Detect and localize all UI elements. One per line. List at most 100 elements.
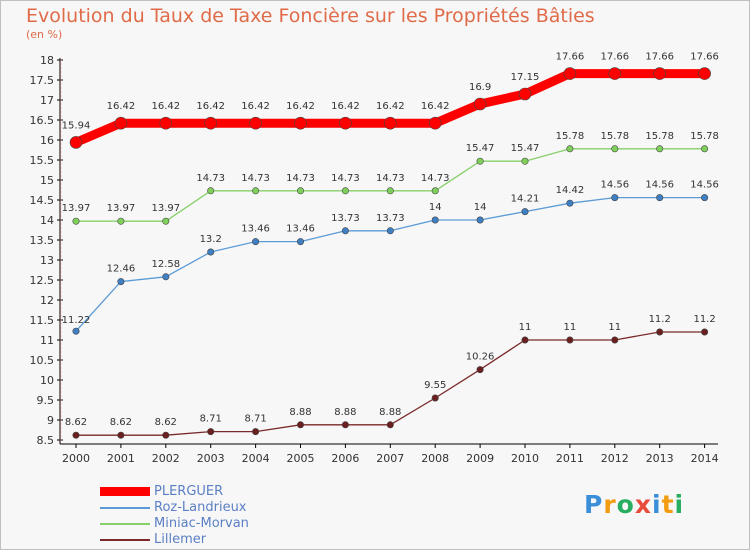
data-label-miniac-morvan: 14.73 — [331, 173, 360, 184]
data-label-roz-landrieux: 14.56 — [645, 180, 674, 191]
data-point-miniac-morvan — [72, 217, 80, 225]
x-tick-label: 2000 — [62, 452, 90, 465]
data-label-lillemer: 8.88 — [334, 407, 356, 418]
data-point-plerguer — [608, 67, 622, 80]
logo-letter: t — [661, 490, 675, 519]
logo-letter: i — [652, 490, 662, 519]
data-label-miniac-morvan: 14.73 — [421, 173, 450, 184]
data-label-plerguer: 17.66 — [645, 52, 674, 63]
data-point-roz-landrieux — [611, 194, 619, 202]
data-point-lillemer — [611, 336, 619, 344]
data-label-lillemer: 8.62 — [110, 417, 132, 428]
data-point-miniac-morvan — [386, 187, 394, 195]
data-label-miniac-morvan: 15.78 — [556, 131, 585, 142]
x-tick-label: 2011 — [556, 452, 584, 465]
data-label-plerguer: 16.42 — [331, 101, 360, 112]
legend-swatch — [100, 487, 150, 496]
data-point-lillemer — [341, 421, 349, 429]
y-tick-label: 16.5 — [30, 114, 55, 127]
data-point-plerguer — [339, 116, 352, 130]
data-point-miniac-morvan — [476, 157, 484, 165]
data-label-plerguer: 16.42 — [241, 101, 270, 112]
legend-swatch — [100, 539, 150, 541]
data-point-roz-landrieux — [656, 194, 664, 202]
data-label-miniac-morvan: 13.97 — [151, 203, 180, 214]
y-tick-label: 9 — [47, 414, 54, 427]
data-point-lillemer — [521, 336, 529, 344]
y-tick-label: 16 — [40, 134, 54, 147]
data-label-roz-landrieux: 13.46 — [241, 224, 270, 235]
x-tick-label: 2013 — [646, 452, 674, 465]
logo-letter: i — [674, 490, 685, 519]
data-label-plerguer: 16.9 — [469, 82, 491, 93]
data-label-roz-landrieux: 14.42 — [556, 185, 585, 196]
data-label-roz-landrieux: 14.56 — [690, 180, 719, 191]
data-label-lillemer: 8.88 — [379, 407, 401, 418]
legend-label: Roz-Landrieux — [154, 500, 247, 515]
data-point-plerguer — [563, 67, 577, 80]
data-label-lillemer: 11 — [564, 322, 577, 333]
data-label-lillemer: 8.71 — [200, 414, 222, 425]
data-label-miniac-morvan: 15.47 — [466, 143, 495, 154]
legend-swatch — [100, 523, 150, 525]
data-point-lillemer — [72, 431, 80, 439]
x-tick-label: 2009 — [466, 452, 494, 465]
y-tick-label: 10.5 — [30, 354, 55, 367]
x-tick-label: 2006 — [331, 452, 359, 465]
data-label-miniac-morvan: 13.97 — [107, 203, 136, 214]
data-label-lillemer: 11 — [608, 322, 621, 333]
x-tick-label: 2003 — [197, 452, 225, 465]
data-label-miniac-morvan: 15.78 — [600, 131, 629, 142]
logo-letter: x — [634, 490, 652, 519]
data-point-roz-landrieux — [566, 199, 574, 207]
y-tick-label: 8.5 — [37, 434, 55, 447]
y-tick-label: 10 — [40, 374, 54, 387]
y-tick-label: 13 — [40, 254, 54, 267]
data-label-lillemer: 8.71 — [244, 414, 266, 425]
data-label-plerguer: 15.94 — [62, 120, 91, 131]
data-label-plerguer: 16.42 — [151, 101, 180, 112]
data-point-plerguer — [159, 116, 173, 130]
data-point-lillemer — [566, 336, 574, 344]
data-label-roz-landrieux: 12.58 — [151, 259, 180, 270]
data-label-roz-landrieux: 14 — [429, 202, 442, 213]
data-point-roz-landrieux — [207, 248, 215, 256]
data-label-lillemer: 10.26 — [466, 352, 495, 363]
x-tick-label: 2014 — [691, 452, 719, 465]
data-point-roz-landrieux — [72, 327, 80, 335]
data-label-lillemer: 11 — [519, 322, 532, 333]
data-label-plerguer: 17.66 — [600, 52, 629, 63]
data-label-lillemer: 8.62 — [155, 417, 177, 428]
data-point-miniac-morvan — [252, 187, 260, 195]
data-point-plerguer — [249, 116, 262, 130]
data-point-miniac-morvan — [566, 145, 574, 153]
x-tick-label: 2005 — [287, 452, 315, 465]
x-tick-label: 2012 — [601, 452, 629, 465]
data-label-plerguer: 16.42 — [421, 101, 450, 112]
data-label-lillemer: 11.2 — [649, 314, 671, 325]
legend-label: PLERGUER — [154, 484, 224, 499]
data-label-roz-landrieux: 13.73 — [331, 213, 360, 224]
data-label-plerguer: 16.42 — [376, 101, 405, 112]
data-point-plerguer — [473, 97, 487, 111]
y-tick-label: 12 — [40, 294, 54, 307]
legend-label: Miniac-Morvan — [154, 516, 249, 531]
data-label-roz-landrieux: 13.2 — [200, 234, 222, 245]
y-tick-label: 11 — [40, 334, 54, 347]
x-tick-label: 2007 — [376, 452, 404, 465]
x-tick-label: 2004 — [242, 452, 270, 465]
data-label-roz-landrieux: 14.56 — [600, 180, 629, 191]
data-point-lillemer — [162, 431, 170, 439]
data-point-plerguer — [653, 67, 667, 80]
data-label-miniac-morvan: 13.97 — [62, 203, 91, 214]
data-label-roz-landrieux: 12.46 — [107, 264, 136, 275]
data-label-plerguer: 16.42 — [107, 101, 136, 112]
y-tick-label: 14.5 — [30, 194, 55, 207]
data-point-plerguer — [114, 116, 128, 130]
data-point-roz-landrieux — [521, 208, 529, 216]
data-point-roz-landrieux — [296, 238, 304, 246]
data-label-roz-landrieux: 13.46 — [286, 224, 315, 235]
data-point-miniac-morvan — [117, 217, 125, 225]
data-point-roz-landrieux — [476, 216, 484, 224]
